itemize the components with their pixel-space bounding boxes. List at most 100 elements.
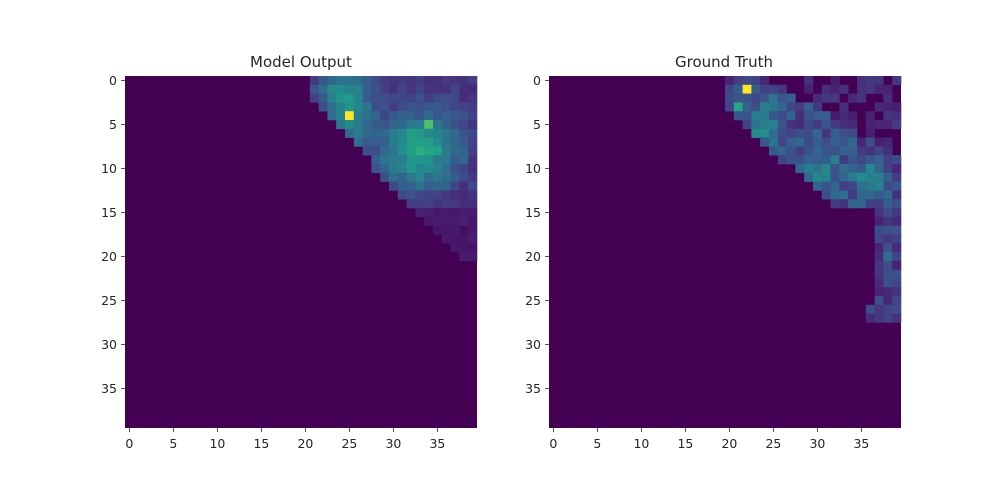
heatmap-cell	[371, 84, 381, 94]
heatmap-cell	[441, 199, 451, 209]
heatmap-cell	[813, 146, 823, 156]
heatmap-cell	[892, 190, 902, 200]
heatmap-cell	[848, 146, 858, 156]
heatmap-cell	[848, 128, 858, 138]
heatmap-cell	[433, 128, 443, 138]
heatmap-cell	[406, 172, 416, 182]
heatmap-cell	[389, 137, 399, 147]
heatmap-cell	[804, 164, 814, 174]
heatmap-cell	[389, 164, 399, 174]
heatmap-cell	[813, 155, 823, 165]
heatmap-cell	[433, 225, 443, 235]
heatmap-cell	[318, 93, 328, 103]
heatmap-cell	[777, 128, 787, 138]
heatmap-cell	[813, 137, 823, 147]
heatmap-cell	[769, 93, 779, 103]
heatmap-cell	[450, 190, 460, 200]
heatmap-cell	[441, 190, 451, 200]
y-tick-label: 35	[525, 381, 541, 396]
heatmap-cell	[892, 172, 902, 182]
heatmap-cell	[821, 84, 831, 94]
heatmap-cell	[733, 76, 743, 86]
heatmap-cell	[848, 93, 858, 103]
heatmap-cell	[839, 137, 849, 147]
heatmap-cell	[450, 172, 460, 182]
heatmap-cell	[459, 111, 469, 121]
heatmap-cell	[389, 181, 399, 191]
heatmap-cell	[459, 76, 469, 86]
heatmap-cell	[345, 76, 355, 86]
heatmap-cell	[415, 172, 425, 182]
heatmap-cell	[468, 243, 478, 253]
heatmap-cell	[751, 93, 761, 103]
heatmap-cell	[821, 164, 831, 174]
heatmap-cell	[336, 120, 346, 130]
heatmap-cell	[848, 199, 858, 209]
heatmap-cell	[362, 102, 372, 112]
heatmap-cell	[839, 164, 849, 174]
heatmap-cell	[459, 234, 469, 244]
heatmap-cell	[883, 225, 893, 235]
heatmap-cell	[468, 120, 478, 130]
heatmap-cell	[751, 111, 761, 121]
heatmap-cell	[883, 296, 893, 306]
heatmap-cell	[327, 76, 337, 86]
heatmap-cell	[857, 93, 867, 103]
heatmap-cell	[327, 102, 337, 112]
heatmap-cell	[441, 76, 451, 86]
heatmap-cell	[459, 164, 469, 174]
heatmap-cell	[813, 111, 823, 121]
heatmap-cell	[406, 181, 416, 191]
heatmap-cell	[830, 120, 840, 130]
heatmap-cell	[795, 102, 805, 112]
x-tick-label: 15	[253, 436, 269, 451]
heatmap-cell	[441, 137, 451, 147]
heatmap-cell	[839, 190, 849, 200]
heatmap-cell	[865, 172, 875, 182]
heatmap-cell	[468, 208, 478, 218]
heatmap-cell	[424, 137, 434, 147]
heatmap-cell	[751, 84, 761, 94]
heatmap-cell	[433, 137, 443, 147]
heatmap-cell	[433, 216, 443, 226]
heatmap-cell	[459, 190, 469, 200]
heatmap-cell	[397, 155, 407, 165]
heatmap-cell	[760, 128, 770, 138]
chart-title-ground-truth: Ground Truth	[675, 53, 773, 71]
heatmap-cell	[742, 120, 752, 130]
heatmap-cell	[362, 128, 372, 138]
heatmap-cell	[433, 164, 443, 174]
heatmap-cell	[424, 146, 434, 156]
x-tick-label: 0	[125, 436, 133, 451]
heatmap-cell	[468, 216, 478, 226]
heatmap-cell	[327, 111, 337, 121]
heatmap-cell	[857, 190, 867, 200]
heatmap-cell	[892, 313, 902, 323]
heatmap-cell	[821, 128, 831, 138]
heatmap-cell	[336, 102, 346, 112]
heatmap-cell	[380, 137, 390, 147]
x-tick-label: 30	[809, 436, 825, 451]
heatmap-cell	[468, 146, 478, 156]
heatmap-cell	[804, 155, 814, 165]
heatmap-cell	[839, 155, 849, 165]
heatmap-cell	[397, 128, 407, 138]
y-tick-label: 0	[533, 73, 541, 88]
heatmap-cell	[883, 234, 893, 244]
heatmap-cell	[336, 111, 346, 121]
heatmap-cell	[892, 269, 902, 279]
heatmap-cell	[468, 111, 478, 121]
heatmap-cell	[450, 137, 460, 147]
heatmap-cell	[865, 84, 875, 94]
heatmap-cell	[389, 84, 399, 94]
heatmap-cell	[892, 155, 902, 165]
heatmap-cell	[362, 146, 372, 156]
heatmap-cell	[830, 146, 840, 156]
heatmap-cell	[883, 304, 893, 314]
heatmap-cell	[415, 146, 425, 156]
heatmap-cell	[362, 76, 372, 86]
x-tick-label: 25	[765, 436, 781, 451]
heatmap-cell	[345, 93, 355, 103]
heatmap-cell	[892, 260, 902, 270]
heatmap-cell	[336, 76, 346, 86]
